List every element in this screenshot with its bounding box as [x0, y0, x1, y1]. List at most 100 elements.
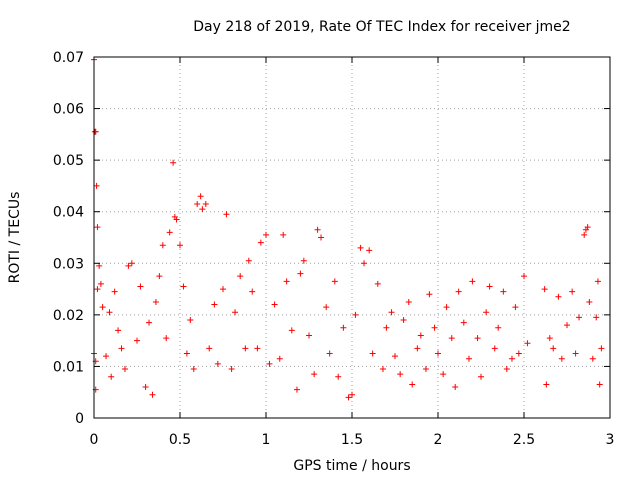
y-tick-label: 0.01	[53, 359, 84, 375]
data-point	[483, 309, 490, 316]
data-point	[572, 350, 579, 357]
y-tick-label: 0.02	[53, 308, 84, 324]
data-point	[142, 384, 149, 391]
x-tick-label: 3	[606, 432, 615, 448]
data-point	[211, 301, 218, 308]
data-point	[288, 327, 295, 334]
data-point	[546, 335, 553, 342]
data-point	[508, 355, 515, 362]
x-axis-label: GPS time / hours	[293, 458, 410, 474]
data-point	[414, 345, 421, 352]
data-point	[156, 273, 163, 280]
data-point	[388, 309, 395, 316]
y-tick-label: 0.05	[53, 153, 84, 169]
data-point	[232, 309, 239, 316]
data-point	[440, 371, 447, 378]
data-point	[596, 381, 603, 388]
data-point	[99, 304, 106, 311]
data-point	[311, 371, 318, 378]
y-tick-label: 0.07	[53, 50, 84, 66]
data-point	[180, 283, 187, 290]
chart-title: Day 218 of 2019, Rate Of TEC Index for r…	[193, 19, 570, 35]
data-point	[318, 234, 325, 241]
grid	[94, 57, 610, 418]
data-point	[409, 381, 416, 388]
data-point	[460, 319, 467, 326]
data-point	[515, 350, 522, 357]
data-point	[541, 286, 548, 293]
data-point	[97, 280, 104, 287]
data-point	[128, 260, 135, 267]
y-tick-labels: 0 0.01 0.02 0.03 0.04 0.05 0.06 0.07	[53, 50, 84, 427]
data-point	[214, 360, 221, 367]
data-point	[465, 355, 472, 362]
data-point	[366, 247, 373, 254]
data-point	[448, 335, 455, 342]
x-tick-label: 1	[262, 432, 271, 448]
data-point	[349, 391, 355, 398]
data-point	[491, 345, 498, 352]
data-point	[569, 288, 576, 295]
data-point	[96, 262, 103, 269]
data-point	[163, 335, 170, 342]
data-point	[478, 373, 484, 380]
data-point	[340, 324, 347, 331]
data-point	[345, 394, 352, 401]
data-point	[455, 288, 462, 295]
data-point	[187, 317, 194, 324]
data-point	[400, 317, 407, 324]
data-point	[276, 355, 283, 362]
data-point	[426, 291, 433, 298]
data-point	[593, 314, 600, 321]
data-point	[254, 345, 261, 352]
data-point	[93, 182, 100, 189]
data-point	[379, 366, 386, 373]
data-point	[369, 350, 376, 357]
y-tick-label: 0.03	[53, 256, 84, 272]
data-point	[271, 301, 278, 308]
data-point	[146, 319, 153, 326]
data-point	[469, 278, 476, 285]
data-point	[543, 381, 550, 388]
data-point	[326, 350, 333, 357]
data-point	[177, 242, 183, 249]
data-point	[550, 345, 557, 352]
data-point	[486, 283, 493, 290]
data-point	[500, 288, 507, 295]
data-point	[589, 355, 596, 362]
data-point	[452, 384, 459, 391]
data-point	[166, 229, 173, 236]
data-point	[183, 350, 190, 357]
data-point	[598, 345, 605, 352]
data-point	[397, 371, 404, 378]
data-point	[374, 280, 381, 287]
data-point	[237, 273, 244, 280]
data-point	[283, 278, 290, 285]
data-point	[584, 224, 591, 231]
data-point	[564, 322, 570, 329]
data-point	[228, 366, 235, 373]
data-point	[249, 288, 256, 295]
data-point	[581, 231, 588, 238]
x-tick-label: 1.5	[341, 432, 363, 448]
data-point	[121, 366, 128, 373]
data-point	[206, 345, 213, 352]
x-tick-label: 2	[434, 432, 443, 448]
data-point	[314, 226, 321, 233]
data-point	[417, 332, 424, 339]
data-point	[280, 231, 287, 238]
data-point	[352, 311, 359, 318]
data-point	[431, 324, 438, 331]
data-point	[220, 286, 226, 293]
axis-ticks	[93, 56, 611, 419]
data-point	[495, 324, 502, 331]
data-point	[594, 278, 601, 285]
data-point	[197, 193, 204, 200]
data-point	[103, 353, 110, 360]
data-point	[173, 216, 180, 223]
data-points	[91, 56, 605, 401]
data-point	[524, 340, 531, 347]
y-tick-label: 0	[75, 411, 84, 427]
data-point	[300, 257, 307, 264]
